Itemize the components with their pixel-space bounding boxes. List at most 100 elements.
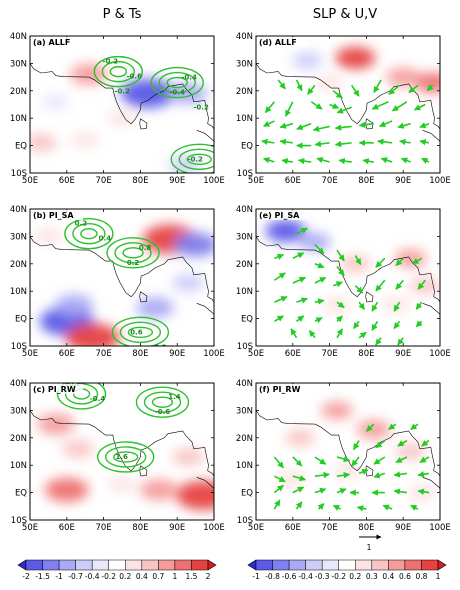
wind-vector xyxy=(297,157,312,165)
anomaly-cell xyxy=(381,296,410,313)
panel-frame xyxy=(255,35,441,174)
y-tick-label: 40N xyxy=(10,32,27,42)
wind-vector xyxy=(314,244,325,255)
vector-layer xyxy=(273,423,430,512)
shading-layer xyxy=(278,401,436,501)
panels: -0.2 -0.4 -0.2 -0.6 -0.4 -0.2 -0.2 -0.2 50E 60E 70… xyxy=(10,32,451,533)
panel-label-bg xyxy=(257,384,309,394)
wind-vector xyxy=(273,315,284,323)
y-tick-label: 40N xyxy=(10,379,27,389)
wind-vector xyxy=(395,456,408,464)
x-tick-label: 50E xyxy=(22,523,38,533)
contour-line xyxy=(93,55,144,88)
wind-vector xyxy=(296,315,305,322)
wind-vector xyxy=(362,158,374,165)
panel-frame xyxy=(255,382,441,521)
colorbar-label: 0.2 xyxy=(119,572,131,581)
wind-vector xyxy=(274,296,288,303)
y-tick-label: 30N xyxy=(236,232,253,242)
x-tick-label: 100E xyxy=(429,176,451,186)
y-tick-label: 20N xyxy=(236,87,253,97)
wind-vector xyxy=(388,84,401,95)
wind-vector xyxy=(378,120,393,128)
wind-vector xyxy=(421,157,430,164)
colorbar-label: 0.2 xyxy=(349,572,361,581)
contour-label: -0.4 xyxy=(90,395,105,403)
contour-line xyxy=(186,153,212,166)
wind-vector xyxy=(336,266,345,277)
wind-vector xyxy=(284,101,294,117)
panel-plot-area xyxy=(256,209,440,346)
contour-line xyxy=(119,321,162,343)
y-tick-label: 10S xyxy=(237,342,253,352)
wind-vector xyxy=(412,257,423,265)
contour-line xyxy=(158,71,196,94)
wind-vector xyxy=(317,503,325,510)
anomaly-cell xyxy=(175,480,214,510)
x-tick-label: 90E xyxy=(169,349,185,359)
wind-vector xyxy=(332,504,341,511)
reference-vector-label: 1 xyxy=(367,543,372,552)
colorbar-label: 0.3 xyxy=(366,572,378,581)
x-tick-label: 70E xyxy=(322,523,338,533)
x-tick-label: 50E xyxy=(248,523,264,533)
anomaly-cell xyxy=(394,249,427,268)
wind-vector xyxy=(375,439,386,449)
panel-frame xyxy=(29,35,215,174)
colorbar-label: -0.2 xyxy=(101,572,116,581)
anomaly-cell xyxy=(30,133,58,152)
panel-frame xyxy=(29,382,215,521)
wind-vector xyxy=(263,120,275,128)
wind-vector xyxy=(397,337,404,346)
contour-line xyxy=(178,148,214,170)
contour-line xyxy=(135,386,190,418)
colorbar-label: -0.6 xyxy=(282,572,297,581)
y-tick-label: 10N xyxy=(236,461,253,471)
contour-line xyxy=(166,76,188,89)
coastline xyxy=(256,410,440,477)
panel-4: 50E 60E 70E 80E 90E 100E 40N 30N 20N 10N EQ 10S (d) … xyxy=(236,32,451,186)
panel-label-bg xyxy=(31,384,83,394)
contour-line xyxy=(112,451,139,463)
wind-vector xyxy=(417,471,430,478)
x-tick-label: 100E xyxy=(429,349,451,359)
wind-vector xyxy=(338,157,352,165)
anomaly-cell xyxy=(136,297,175,319)
x-tick-label: 70E xyxy=(322,349,338,359)
wind-vector xyxy=(380,157,393,164)
panel-plot-area xyxy=(256,383,440,520)
wind-vector xyxy=(274,253,284,260)
colorbar-bin xyxy=(272,559,290,571)
panel-plot-area xyxy=(256,36,440,173)
anomaly-cell xyxy=(265,219,306,242)
colorbar-label: 0.8 xyxy=(415,572,427,581)
colorbar-extend-left xyxy=(17,559,27,571)
wind-vector xyxy=(336,488,347,495)
wind-vector xyxy=(415,301,423,310)
wind-vector xyxy=(310,101,323,110)
contour-label: 0.6 xyxy=(130,328,143,336)
panel-5: 50E 60E 70E 80E 90E 100E 40N 30N 20N 10N EQ 10S (e) … xyxy=(236,205,451,359)
y-tick-label: 10S xyxy=(11,342,27,352)
wind-vector xyxy=(273,499,281,510)
colorbar-label: 0.4 xyxy=(382,572,394,581)
wind-vector xyxy=(290,328,298,339)
anomaly-cell xyxy=(414,72,440,93)
y-tick-label: 10N xyxy=(10,114,27,124)
x-tick-label: 80E xyxy=(132,176,148,186)
anomaly-cell xyxy=(278,470,307,487)
colorbar-bin xyxy=(388,559,406,571)
colorbar-label: -1 xyxy=(252,572,260,581)
wind-vector xyxy=(314,262,325,269)
panel-plot-area: 0.2 0.8 0.6 0.4 0.2 0.2 xyxy=(30,209,214,346)
anomaly-cell xyxy=(44,477,89,502)
wind-vector xyxy=(351,84,360,97)
coastline xyxy=(139,291,148,303)
wind-vector xyxy=(358,331,367,339)
y-tick-label: EQ xyxy=(15,315,27,325)
colorbar-label: 0.4 xyxy=(136,572,148,581)
wind-vector xyxy=(371,320,379,331)
colorbar-label: 0.6 xyxy=(399,572,411,581)
x-tick-label: 50E xyxy=(248,176,264,186)
contour-line xyxy=(101,60,136,83)
